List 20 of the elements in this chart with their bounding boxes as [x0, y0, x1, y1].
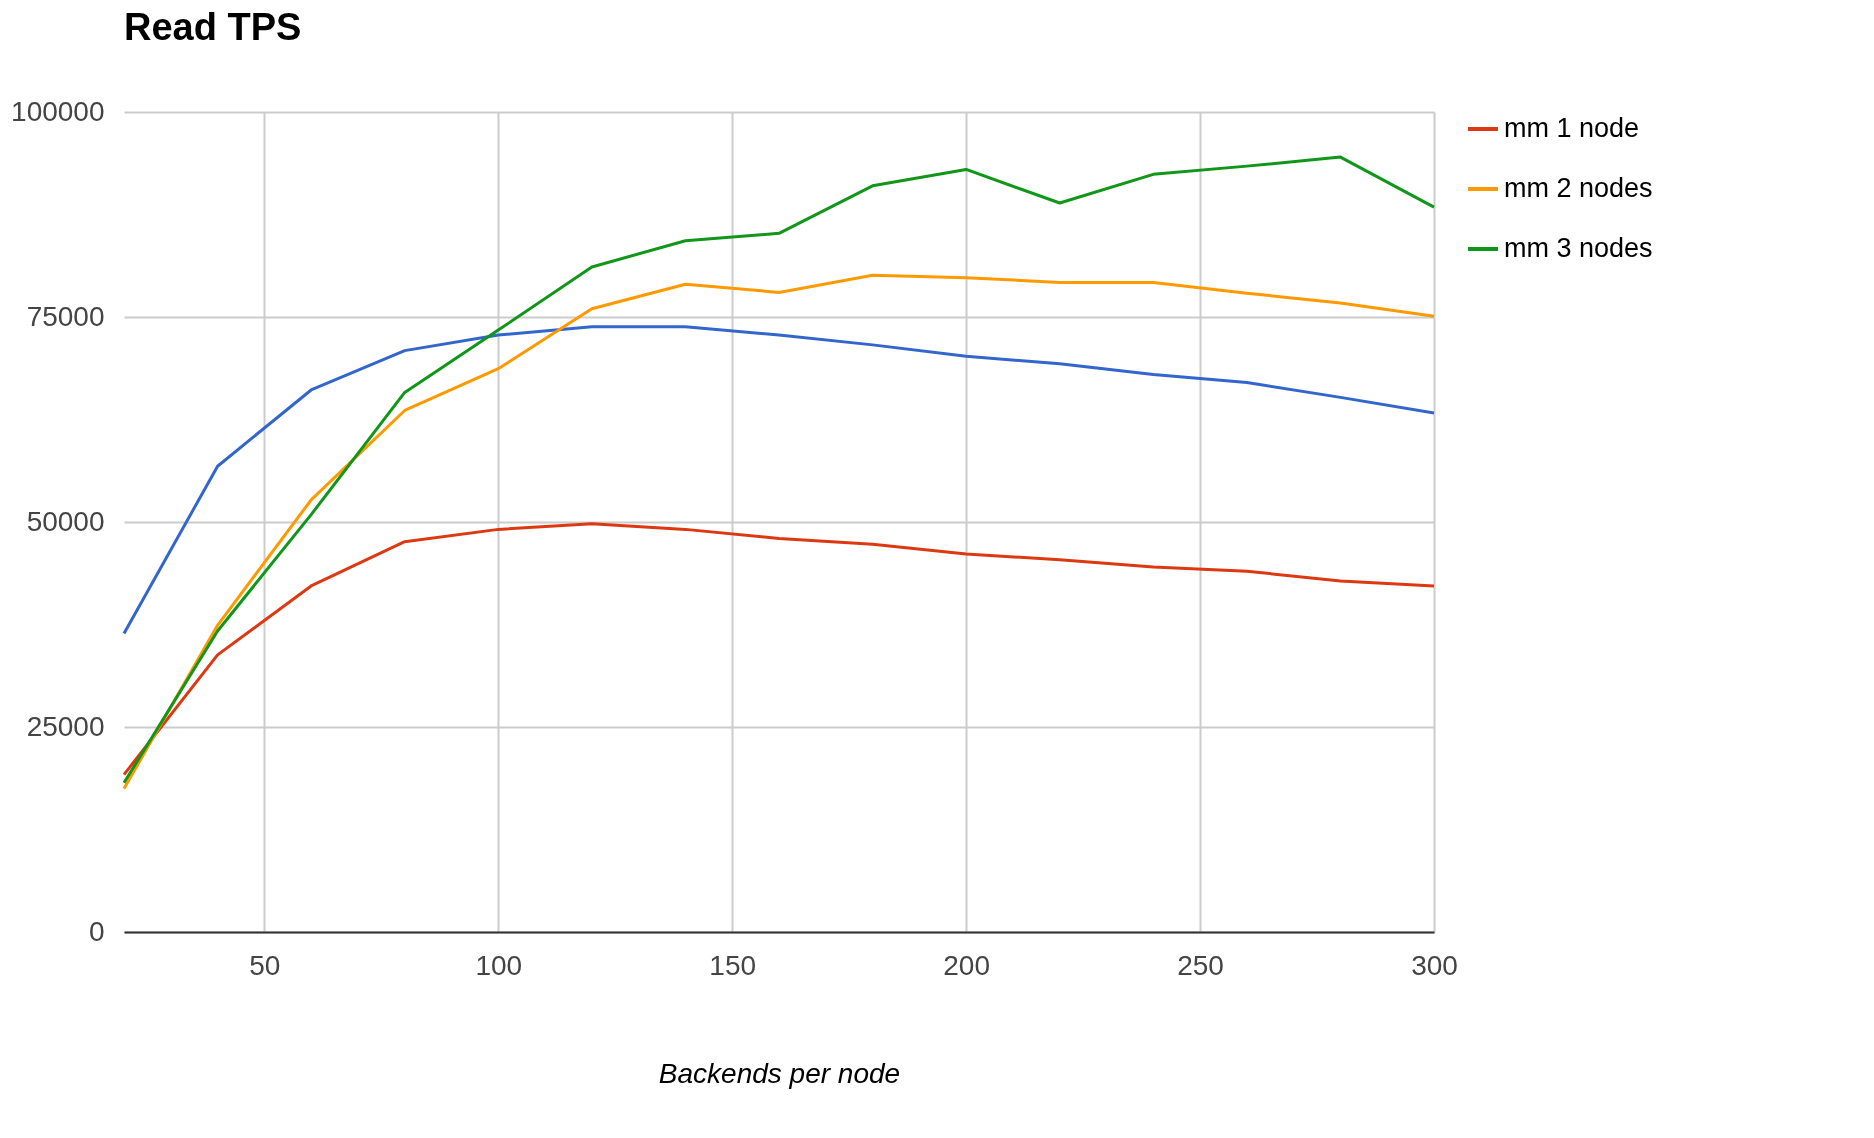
x-tick-label: 300 [1411, 949, 1458, 981]
legend-label: mm 1 node [1504, 113, 1640, 143]
line-series [122, 155, 1436, 785]
line-series [122, 325, 1436, 636]
y-tick-label: 50000 [26, 505, 105, 537]
line-series [122, 522, 1436, 777]
x-tick-label: 50 [249, 949, 281, 981]
y-tick-label: 25000 [26, 710, 105, 742]
y-tick-label: 75000 [26, 300, 105, 332]
legend-label: mm 2 nodes [1504, 173, 1653, 203]
x-tick-label: 200 [943, 949, 990, 981]
legend-label: mm 3 nodes [1504, 233, 1653, 263]
x-tick-label: 250 [1177, 949, 1224, 981]
x-tick-label: 150 [709, 949, 757, 981]
chart-title: Read TPS [124, 6, 302, 48]
line-series [122, 273, 1436, 790]
y-tick-label: 100000 [11, 95, 105, 127]
x-tick-label: 100 [475, 949, 523, 981]
y-tick-label: 0 [88, 915, 105, 947]
x-axis-title: Backends per node [658, 1057, 901, 1089]
